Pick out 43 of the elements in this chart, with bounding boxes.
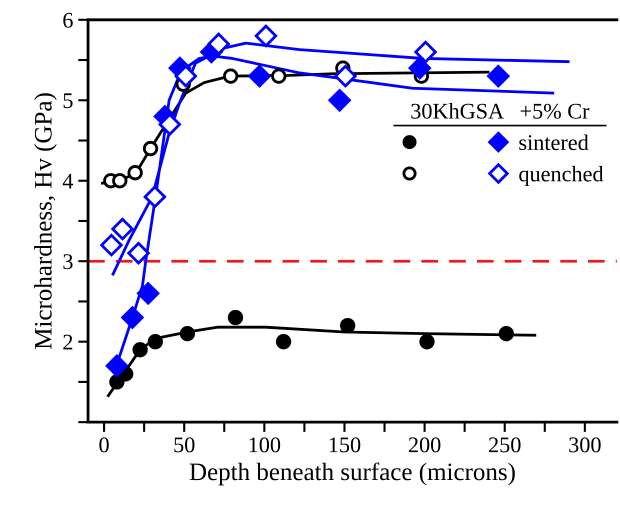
y-tick-label: 2 xyxy=(63,334,72,350)
x-tick-label: 250 xyxy=(489,437,521,452)
point xyxy=(106,354,128,378)
point xyxy=(276,334,292,350)
point xyxy=(248,64,271,88)
point xyxy=(100,234,123,256)
y-tick-label: 6 xyxy=(63,12,73,28)
legend-title: 30KhGSA +5% Cr xyxy=(411,103,590,119)
x-tick-label: 150 xyxy=(330,437,360,452)
point xyxy=(136,282,160,305)
y-tick-label: 4 xyxy=(62,174,74,188)
point xyxy=(128,165,143,180)
x-tick-label: 50 xyxy=(174,437,194,452)
point xyxy=(121,306,144,329)
point xyxy=(487,64,510,88)
point xyxy=(328,89,351,112)
point xyxy=(340,318,356,334)
point xyxy=(111,218,134,240)
point xyxy=(254,24,278,48)
x-tick-label: 300 xyxy=(569,437,601,452)
point xyxy=(414,40,437,64)
y-tick-label: 3 xyxy=(63,254,73,270)
y-tick-label: 5 xyxy=(64,93,73,108)
point xyxy=(180,326,196,342)
point xyxy=(228,310,244,326)
point xyxy=(144,186,166,208)
x-tick-label: 100 xyxy=(250,437,280,452)
point xyxy=(419,334,435,350)
point xyxy=(148,334,163,350)
point xyxy=(132,342,148,358)
x-tick-label: 200 xyxy=(408,437,440,452)
point xyxy=(271,68,286,84)
legend-label: sintered xyxy=(519,134,588,150)
point xyxy=(223,68,238,84)
point xyxy=(334,64,357,88)
x-axis-title: Depth beneath surface (microns) xyxy=(190,462,515,486)
y-axis-title: Microhardness, Hv (GPa) xyxy=(34,93,57,350)
point xyxy=(142,140,158,156)
point xyxy=(498,326,514,342)
point xyxy=(112,173,128,188)
x-tick-label: 0 xyxy=(99,437,109,452)
point xyxy=(127,242,150,264)
legend-label: quenched xyxy=(519,166,604,186)
